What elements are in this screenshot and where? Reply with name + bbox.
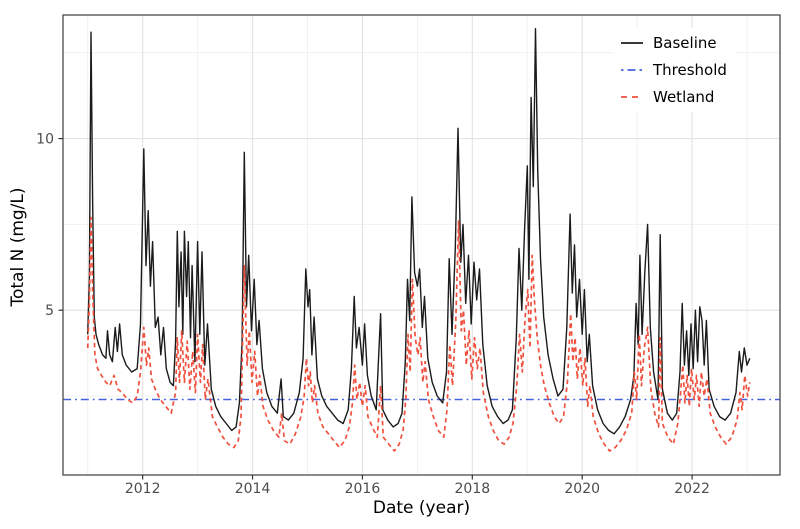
wetland-line-key-icon — [621, 96, 643, 98]
legend-label-wetland: Wetland — [653, 88, 715, 106]
legend-item-threshold: Threshold — [620, 59, 727, 81]
wetland-series-line — [86, 216, 751, 452]
x-tick-label: 2022 — [674, 481, 710, 497]
x-tick-label: 2012 — [125, 481, 161, 497]
y-tick-label: 10 — [36, 132, 54, 148]
y-axis-title: Total N (mg/L) — [8, 187, 28, 307]
threshold-line-key-icon — [621, 69, 643, 71]
x-tick-label: 2020 — [564, 481, 600, 497]
x-tick-label: 2016 — [345, 481, 381, 497]
legend-item-wetland: Wetland — [620, 86, 727, 108]
x-axis-title: Date (year) — [372, 498, 471, 518]
panel-border — [62, 14, 781, 476]
legend-item-baseline: Baseline — [620, 32, 727, 54]
x-tick-label: 2018 — [455, 481, 491, 497]
x-tick-label: 2014 — [235, 481, 271, 497]
legend-label-baseline: Baseline — [653, 34, 717, 52]
baseline-series-line — [87, 28, 751, 435]
y-tick-label: 5 — [45, 303, 54, 319]
legend: Baseline Threshold Wetland — [614, 28, 735, 112]
baseline-line-key-icon — [621, 42, 643, 44]
legend-label-threshold: Threshold — [653, 61, 727, 79]
